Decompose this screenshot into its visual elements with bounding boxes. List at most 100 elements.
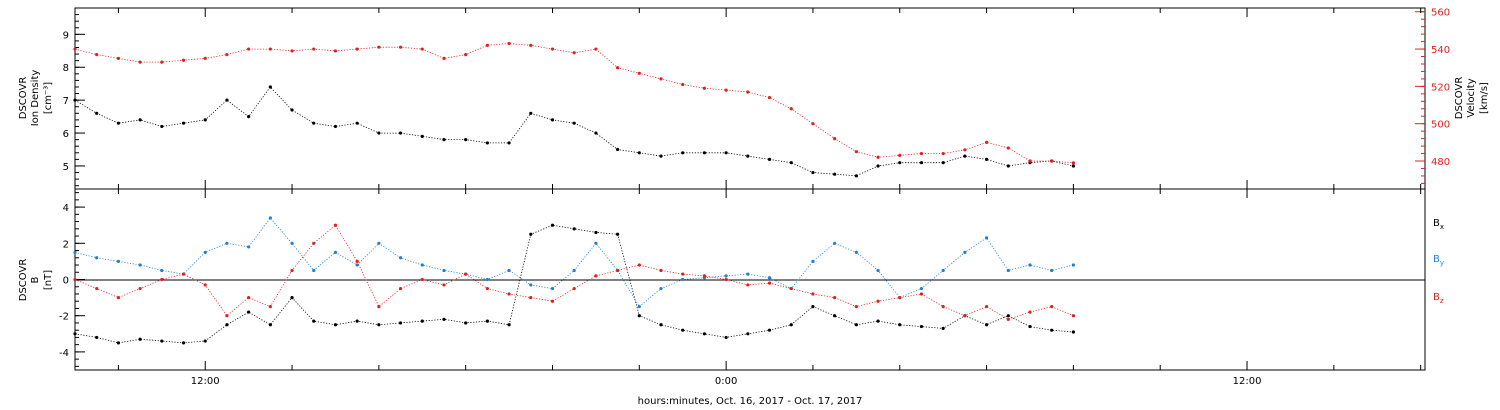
velocity-axis-label-line1: DSCOVR [1454,77,1465,120]
data-point-ion-density [398,131,403,135]
data-point-by [637,305,641,309]
data-point-velocity [594,47,598,51]
legend-entry: Bz [1433,292,1444,305]
data-point-ion-density [681,151,685,155]
data-point-ion-density [507,141,511,145]
density-axis-label-line1: DSCOVR [18,77,29,120]
data-point-ion-density [355,121,359,125]
data-point-by [420,263,424,267]
top-panel-series [73,41,1075,178]
data-point-ion-density [1006,164,1010,168]
y-tick-label: 520 [1431,82,1450,93]
y-tick-label: -2 [59,312,69,323]
data-point-ion-density [312,121,316,125]
data-point-ion-density [767,157,772,161]
time-axis-title: hours:minutes, Oct. 16, 2017 - Oct. 17, … [638,396,863,407]
data-point-velocity [377,45,381,49]
data-point-velocity [941,151,945,156]
y-tick-label: 560 [1431,8,1450,19]
data-point-bx [681,328,685,332]
trace-ion-density [74,86,1074,177]
field-axis-label-line1: DSCOVR [18,259,29,302]
trace-by [74,217,1074,308]
data-point-bx [138,337,142,341]
data-point-velocity [268,47,272,51]
y-tick-label: 9 [63,30,69,41]
data-point-ion-density [594,131,598,135]
data-point-by [681,277,685,282]
time-axis-labels: 12:00 0:00 12:00 [191,376,1262,387]
data-point-by [1050,268,1054,273]
data-point-velocity [73,47,77,51]
data-point-by [746,272,750,276]
data-point-velocity [333,49,338,53]
data-point-ion-density [572,121,576,125]
legend-entry: By [1433,254,1444,267]
data-point-velocity [290,49,294,53]
data-point-ion-density [984,157,989,161]
velocity-axis-unit: [km/s] [1479,82,1490,114]
data-point-by [550,286,555,291]
data-point-by [312,268,316,273]
data-point-by [225,241,229,245]
data-point-by [442,268,446,273]
y-tick-label: -4 [59,348,69,359]
data-point-bx [442,317,446,321]
data-point-bz [160,277,164,282]
bottom-time-ticks [117,189,1422,370]
magnetic-field-panel: -4 -2 0 2 4 DSCOVR B [nT] Bx By Bz [18,188,1444,371]
trace-velocity [74,43,1074,164]
y-tick-label: 6 [63,129,69,140]
data-point-velocity [355,47,359,51]
data-point-bx [312,319,316,323]
trace-bx [74,224,1074,344]
data-point-velocity [442,56,446,60]
data-point-ion-density [333,124,338,129]
data-point-bx [876,319,880,323]
data-point-by [116,259,121,263]
data-point-bz [702,274,707,278]
data-point-velocity [247,47,251,51]
y-tick-label: 7 [63,96,69,107]
data-point-bx [507,323,511,327]
trace-bz [74,224,1074,320]
data-point-bz [941,305,945,309]
bottom-panel-series [73,216,1075,345]
field-legend: Bx By Bz [1433,218,1444,305]
y-tick-label: 500 [1431,120,1450,131]
data-point-velocity [160,60,164,64]
data-point-bz [659,268,663,273]
data-point-bz [355,259,359,263]
data-point-bz [833,296,837,300]
data-point-by [724,274,728,278]
data-point-bz [681,272,685,276]
data-point-velocity [919,151,924,156]
density-axis: 5 6 7 8 9 [63,7,85,187]
data-point-ion-density [138,118,142,122]
data-point-bx [420,319,424,323]
data-point-ion-density [420,134,424,138]
data-point-ion-density [941,161,945,165]
data-point-bx [398,321,403,325]
data-point-bx [854,323,858,327]
data-point-ion-density [702,151,707,155]
field-axis-label-line2: B [30,276,41,283]
data-point-ion-density [963,154,967,158]
data-point-bx [984,323,989,327]
data-point-bz [116,296,121,300]
data-point-ion-density [116,121,121,125]
data-point-bz [1028,310,1032,314]
data-point-bz [616,268,620,273]
data-point-velocity [984,140,989,144]
data-point-velocity [724,88,728,92]
data-point-bz [1050,305,1054,309]
top-time-ticks [117,8,1422,189]
data-point-by [138,263,142,267]
data-point-by [1028,263,1032,267]
data-point-bz [594,274,598,278]
data-point-ion-density [442,138,446,142]
data-point-bx [898,323,902,327]
data-point-velocity [485,43,489,47]
